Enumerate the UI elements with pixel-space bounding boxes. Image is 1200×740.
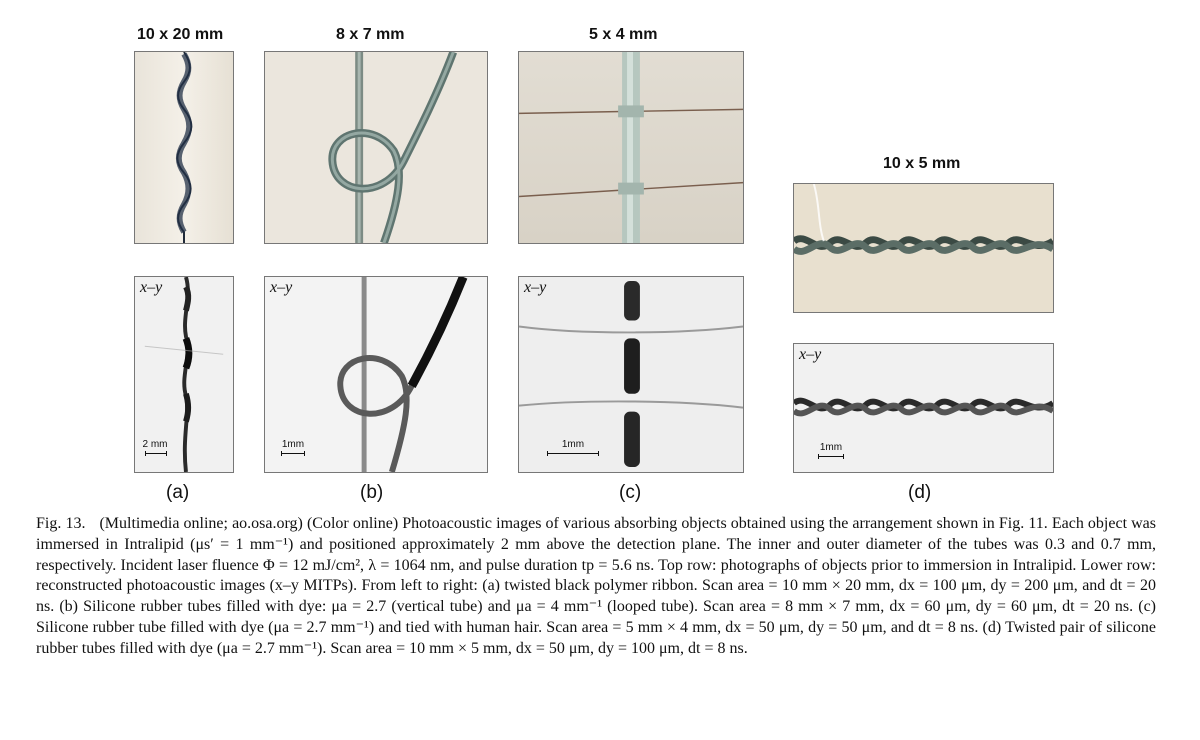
panel-a-view-label: x–y: [140, 279, 163, 296]
panel-c-title: 5 x 4 mm: [589, 26, 658, 43]
panel-a-scale-bar: 2 mm: [143, 439, 168, 456]
twisted-pair-photo: [794, 184, 1053, 312]
panel-c-scale-bar: 1mm: [547, 439, 599, 456]
panel-a-photo: [134, 51, 234, 244]
scale-bar-line: [818, 454, 844, 459]
panel-c-pa-image: x–y 1mm: [518, 276, 744, 473]
panel-c-scale-label: 1mm: [561, 439, 585, 450]
panel-c-label: (c): [619, 482, 642, 503]
twisted-ribbon-photo: [135, 52, 233, 243]
panel-b-pa-image: x–y 1mm: [264, 276, 488, 473]
panel-a-pa-image: x–y 2 mm: [134, 276, 234, 473]
panel-b-title: 8 x 7 mm: [336, 26, 405, 43]
twisted-pair-pa-reconstruction: [794, 344, 1053, 472]
panel-d-photo: [793, 183, 1054, 313]
looped-tube-pa-reconstruction: [265, 277, 487, 472]
panel-d-label: (d): [908, 482, 932, 503]
panel-b-scale-label: 1mm: [281, 439, 305, 450]
tied-tube-pa-reconstruction: [519, 277, 743, 472]
scale-bar-line: [547, 451, 599, 456]
panel-a-title: 10 x 20 mm: [137, 26, 224, 43]
panel-b-label: (b): [360, 482, 384, 503]
panel-b-scale-bar: 1mm: [281, 439, 305, 456]
figure-number: Fig. 13.: [36, 515, 86, 532]
panel-a-scale-label: 2 mm: [142, 439, 168, 450]
scale-bar-line: [281, 451, 305, 456]
panel-d-scale-label: 1mm: [819, 442, 843, 453]
panel-d-title: 10 x 5 mm: [883, 155, 961, 172]
panel-c-view-label: x–y: [524, 279, 547, 296]
caption-text: (Multimedia online; ao.osa.org) (Color o…: [36, 515, 1157, 657]
panel-d-view-label: x–y: [799, 346, 822, 363]
panel-d-pa-image: x–y 1mm: [793, 343, 1054, 473]
panel-a-label: (a): [166, 482, 190, 503]
figure-caption: Fig. 13. (Multimedia online; ao.osa.org) …: [36, 514, 1156, 660]
scale-bar-line: [145, 451, 167, 456]
panel-c-photo: [518, 51, 744, 244]
panel-b-view-label: x–y: [270, 279, 293, 296]
panel-b-photo: [264, 51, 488, 244]
tied-tube-photo: [519, 52, 743, 243]
looped-tube-photo: [265, 52, 487, 243]
panel-d-scale-bar: 1mm: [818, 442, 844, 459]
ribbon-pa-reconstruction: [135, 277, 233, 472]
